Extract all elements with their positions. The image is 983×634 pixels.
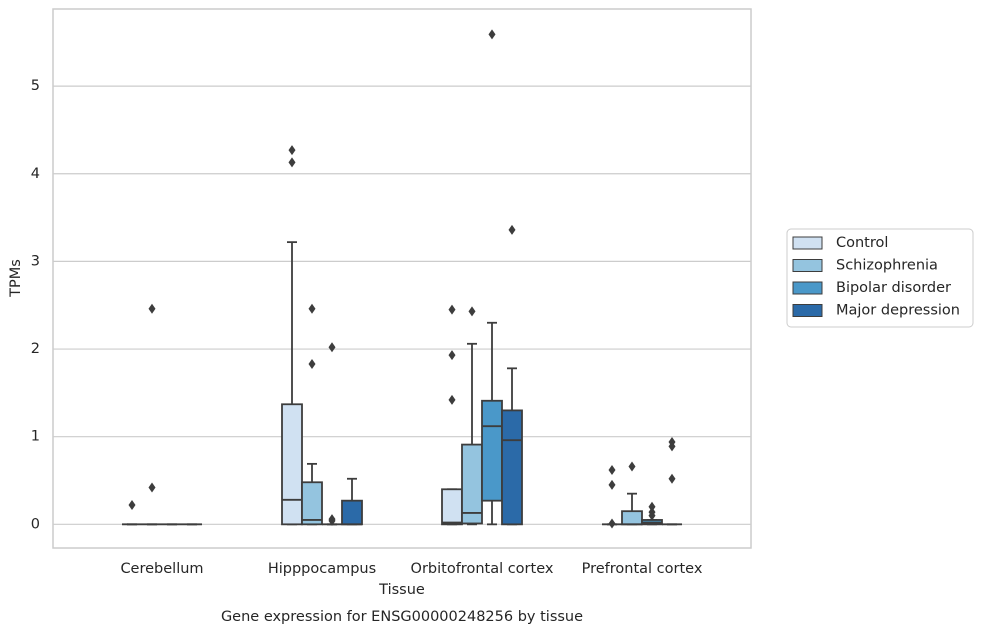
legend-label: Major depression xyxy=(836,303,960,319)
legend-label: Control xyxy=(836,235,888,251)
outlier xyxy=(328,342,336,353)
outlier xyxy=(448,350,456,361)
y-tick-label: 3 xyxy=(31,253,40,269)
y-tick-label: 2 xyxy=(31,341,40,357)
y-tick-label: 1 xyxy=(31,429,40,445)
y-axis-label: TPMs xyxy=(8,259,24,298)
outlier xyxy=(668,473,676,484)
outlier xyxy=(288,145,296,156)
outlier xyxy=(648,510,656,521)
chart-caption: Gene expression for ENSG00000248256 by t… xyxy=(221,609,583,625)
legend-swatch xyxy=(792,304,823,317)
x-axis-label: Tissue xyxy=(378,582,425,598)
outlier xyxy=(608,464,616,475)
outlier xyxy=(148,303,156,314)
y-tick-label: 5 xyxy=(31,78,40,94)
outlier xyxy=(608,518,616,529)
outlier xyxy=(448,394,456,405)
outlier xyxy=(128,500,136,511)
outlier xyxy=(468,306,476,317)
legend-swatch xyxy=(792,236,823,250)
box xyxy=(441,488,463,526)
outlier xyxy=(328,515,336,526)
box xyxy=(341,499,363,526)
outlier xyxy=(448,304,456,315)
outlier xyxy=(288,157,296,168)
outlier xyxy=(308,303,316,314)
box xyxy=(461,443,483,525)
legend-label: Schizophrenia xyxy=(836,258,938,274)
legend-label: Bipolar disorder xyxy=(836,280,951,296)
y-tick-label: 4 xyxy=(31,166,40,182)
plot-frame xyxy=(52,8,752,549)
x-tick-label: Orbitofrontal cortex xyxy=(411,561,554,577)
x-tick-label: Hipppocampus xyxy=(268,561,376,577)
outlier xyxy=(308,358,316,369)
outlier xyxy=(628,461,636,472)
box xyxy=(481,399,503,502)
outlier xyxy=(508,224,516,235)
y-tick-label: 0 xyxy=(31,516,40,532)
box xyxy=(281,403,303,526)
legend-swatch xyxy=(792,281,823,295)
outlier xyxy=(488,29,496,40)
box xyxy=(501,409,523,526)
box xyxy=(301,481,323,526)
outlier xyxy=(608,479,616,490)
outlier xyxy=(648,501,656,512)
x-tick-label: Prefrontal cortex xyxy=(582,561,703,577)
x-tick-label: Cerebellum xyxy=(120,561,203,577)
legend-swatch xyxy=(792,259,823,272)
legend-frame xyxy=(786,228,974,328)
outlier xyxy=(148,482,156,493)
outlier xyxy=(668,441,676,452)
box xyxy=(621,510,643,526)
